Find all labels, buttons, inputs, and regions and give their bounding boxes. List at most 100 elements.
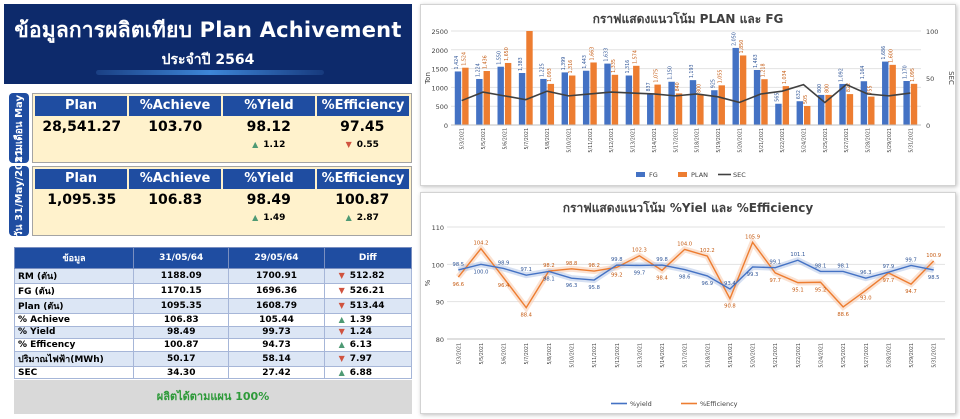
plan-bar: [910, 83, 918, 125]
row-diff: ▲ 6.88: [323, 365, 413, 380]
triangle-down-icon: ▼: [338, 301, 345, 310]
fg-bar-label: 925: [710, 79, 716, 88]
x-tick-label: 5/27/2021: [864, 343, 870, 368]
production-status-banner: ผลิตได้ตามแผน 100%: [14, 380, 412, 414]
yield-point-label: 99.7: [905, 257, 917, 263]
fg-bar-label: 1,224: [475, 63, 481, 77]
plan-bar: [782, 86, 790, 125]
yield-point-label: 99.7: [634, 270, 646, 276]
yield-point-label: 96.9: [702, 281, 714, 287]
table-header-diff: Diff: [323, 247, 413, 269]
fg-bar-label: 1,424: [454, 56, 460, 70]
row-label: Plan (ตัน): [13, 298, 135, 314]
yield-point-label: 98.5: [453, 262, 465, 268]
x-tick-label: 5/10/2021: [570, 343, 576, 368]
y2-tick-label: 0: [926, 122, 930, 130]
plan-bar: [483, 71, 490, 125]
x-tick-label: 5/21/2021: [773, 343, 779, 368]
triangle-down-icon: ▼: [345, 140, 352, 149]
x-tick-label: 5/3/2021: [460, 128, 466, 150]
monthly-side-tab[interactable]: รวมเดือน May: [9, 93, 29, 163]
fg-bar: [604, 63, 611, 125]
plan-bar-label: 800: [696, 84, 702, 93]
plan-bar-label: 1,316: [568, 60, 574, 74]
fg-bar: [903, 81, 910, 125]
y-tick-label: 110: [432, 224, 444, 232]
yield-point-label: 101.1: [790, 252, 805, 258]
row-current: 1170.15: [133, 283, 230, 299]
x-tick-label: 5/28/2021: [866, 128, 872, 153]
daily-efficiency-value: 100.87: [335, 192, 390, 208]
plan-bar-label: 1,663: [590, 47, 596, 61]
row-previous: 58.14: [228, 350, 325, 367]
row-label: % Achieve: [13, 313, 135, 327]
plan-bar-label: 840: [675, 82, 681, 91]
plan-bar: [654, 84, 661, 125]
efficiency-point-label: 102.2: [700, 248, 715, 254]
yield-efficiency-chart-title: กราฟแสดงแนวโน้ม %Yiel และ %Efficiency: [562, 201, 814, 215]
fg-bar-label: 1,399: [561, 57, 567, 71]
yield-point-label: 98.6: [679, 275, 691, 281]
efficiency-point-label: 105.9: [745, 234, 760, 240]
x-tick-label: 5/7/2021: [524, 128, 530, 150]
daily-side-tab[interactable]: รายวัน 31/May/2021: [9, 149, 29, 253]
fg-bar: [647, 93, 654, 125]
fg-bar: [711, 90, 718, 125]
fg-bar-label: 1,550: [497, 51, 503, 65]
x-tick-label: 5/31/2021: [908, 128, 914, 153]
x-tick-label: 5/17/2021: [683, 343, 689, 368]
efficiency-point-label: 98.8: [566, 261, 578, 267]
efficiency-point-label: 96.4: [498, 283, 510, 289]
table-row: ปริมาณไฟฟ้า(MWh) 50.17 58.14 ▼ 7.97: [13, 350, 413, 367]
plan-bar-label: 1,524: [461, 52, 467, 66]
row-diff-value: 7.97: [349, 353, 372, 364]
triangle-up-icon: ▲: [345, 213, 352, 222]
x-tick-label: 5/21/2021: [759, 128, 765, 153]
plan-bar-label: 1,055: [718, 70, 724, 84]
efficiency-point-label: 98.2: [588, 263, 600, 269]
plan-bar: [846, 94, 854, 125]
x-tick-label: 5/20/2021: [751, 343, 757, 368]
x-tick-label: 5/27/2021: [844, 128, 850, 153]
plan-bar-label: 822: [846, 83, 852, 92]
fg-bar-label: 2,050: [732, 32, 738, 46]
monthly-plan-value: 28,541.27: [42, 119, 122, 135]
legend-label: FG: [649, 171, 658, 179]
fg-bar: [775, 103, 782, 125]
x-tick-label: 5/25/2021: [841, 343, 847, 368]
y-axis-label: %: [424, 279, 432, 286]
monthly-header-efficiency: %Efficiency: [317, 96, 409, 116]
y-tick-label: 100: [432, 261, 444, 269]
x-tick-label: 5/19/2021: [716, 128, 722, 153]
x-tick-label: 5/19/2021: [728, 343, 734, 368]
daily-achieve-value: 106.83: [148, 192, 203, 208]
x-tick-label: 5/3/2021: [456, 343, 462, 365]
fg-bar: [860, 81, 868, 125]
daily-header-plan: Plan: [35, 169, 127, 189]
legend-label: %Efficiency: [700, 400, 738, 408]
row-diff-value: 1.24: [349, 327, 372, 338]
monthly-kpi-card: Plan %Achieve %Yield %Efficiency 28,541.…: [32, 93, 412, 163]
yield-point-label: 98.9: [498, 260, 510, 266]
y-tick-label: 90: [436, 299, 444, 307]
fg-bar-label: 1,383: [518, 57, 524, 71]
x-tick-label: 5/17/2021: [673, 128, 679, 153]
table-row: SEC 34.30 27.42 ▲ 6.88: [13, 365, 413, 380]
table-row: FG (ตัน) 1170.15 1696.36 ▼ 526.21: [13, 283, 413, 299]
x-tick-label: 5/22/2021: [780, 128, 786, 153]
efficiency-point-label: 102.3: [632, 248, 647, 254]
plan-fg-chart-title: กราฟแสดงแนวโน้ม PLAN และ FG: [592, 12, 784, 26]
plan-bar: [504, 62, 512, 125]
fg-bar: [625, 75, 633, 125]
plan-bar: [526, 31, 533, 125]
fg-bar: [668, 81, 675, 125]
fg-bar-label: 800: [817, 84, 823, 93]
x-tick-label: 5/8/2021: [547, 343, 553, 365]
fg-bar-label: 1,092: [839, 68, 845, 82]
yield-efficiency-chart-panel: กราฟแสดงแนวโน้ม %Yiel และ %Efficiency 80…: [420, 192, 956, 414]
x-tick-label: 5/18/2021: [705, 343, 711, 368]
y-axis-label: Ton: [424, 72, 432, 85]
efficiency-point-label: 97.7: [769, 278, 781, 284]
table-row: % Yield 98.49 99.73 ▼ 1.24: [13, 325, 413, 340]
